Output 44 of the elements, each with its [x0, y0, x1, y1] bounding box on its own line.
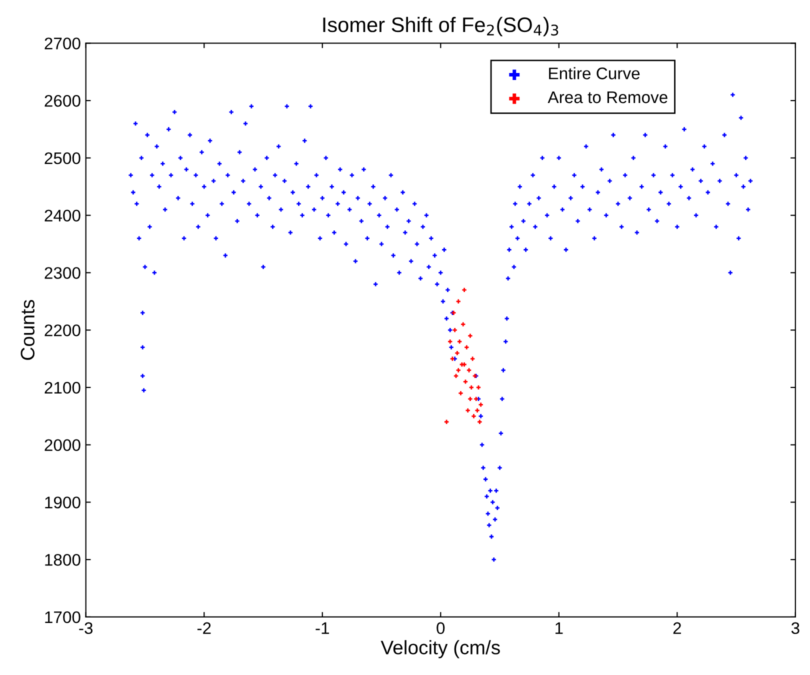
point: [462, 362, 466, 367]
point: [456, 368, 460, 372]
chart-title: Isomer Shift of Fe$_{2}$(SO$_{4}$)$_{3}$: [323, 16, 558, 36]
y-tick-label: 1700: [45, 611, 80, 624]
y-tick-label: 2400: [44, 210, 80, 222]
y-tick-label: 2700: [44, 38, 80, 50]
x-tick-label: 0: [436, 622, 445, 634]
y-tick-label: 1900: [45, 496, 80, 508]
x-axis-title: Velocity (cm/s: [380, 640, 500, 658]
x-tick-label: -1: [316, 622, 329, 634]
point: [456, 299, 460, 304]
y-tick-label: 2500: [44, 152, 80, 164]
point: [463, 380, 468, 384]
point: [474, 396, 478, 402]
y-tick-label: 2000: [44, 439, 80, 452]
point: [470, 356, 475, 361]
y-tick-label: 1800: [45, 554, 80, 566]
point: [478, 402, 483, 407]
legend-label: Area to Remove: [548, 92, 668, 104]
x-tick-label: -2: [197, 622, 211, 634]
point: [464, 345, 469, 350]
x-tick-label: 3: [791, 622, 800, 634]
point: [475, 408, 480, 412]
point: [468, 334, 472, 338]
point: [468, 396, 472, 402]
point: [472, 414, 476, 418]
point: [466, 368, 472, 372]
legend-label: Entire Curve: [549, 67, 640, 80]
y-tick-label: 2600: [44, 94, 80, 107]
point: [461, 322, 466, 326]
x-tick-label: 1: [556, 622, 563, 634]
point: [478, 420, 482, 424]
point: [450, 356, 455, 361]
point: [466, 408, 470, 412]
point: [462, 288, 466, 292]
point: [455, 350, 460, 356]
y-tick-label: 2100: [44, 382, 80, 394]
point: [452, 328, 457, 332]
point: [458, 391, 463, 396]
y-tick-label: 2300: [44, 267, 80, 279]
x-tick-label: 2: [673, 622, 681, 634]
y-tick-label: 2200: [44, 324, 80, 336]
y-axis-title: Counts: [20, 300, 35, 360]
x-tick-label: -3: [79, 622, 93, 634]
